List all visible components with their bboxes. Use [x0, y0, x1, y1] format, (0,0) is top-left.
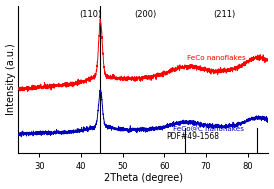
X-axis label: 2Theta (degree): 2Theta (degree): [104, 174, 183, 184]
Text: (200): (200): [134, 10, 157, 19]
Text: (211): (211): [213, 10, 236, 19]
Text: PDF#49-1568: PDF#49-1568: [166, 132, 219, 141]
Text: FeCo nanoflakes: FeCo nanoflakes: [187, 55, 246, 61]
Text: FeCo@C nanoflakes: FeCo@C nanoflakes: [173, 125, 244, 132]
Y-axis label: Intensity (a.u.): Intensity (a.u.): [5, 43, 16, 115]
Text: (110): (110): [79, 10, 101, 19]
